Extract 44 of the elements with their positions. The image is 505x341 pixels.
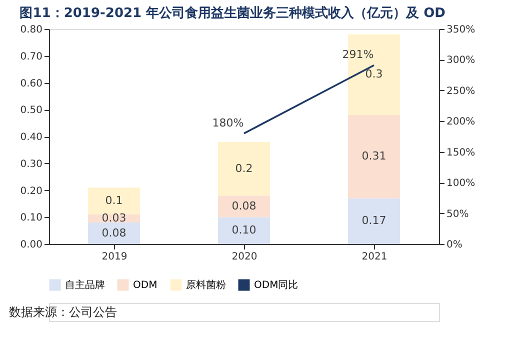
x-tick-label: 2019	[102, 252, 128, 262]
data-label: 0.17	[362, 214, 386, 228]
y-tick-label: 0.40	[20, 132, 42, 143]
y-tick-label: 0.10	[20, 212, 42, 224]
data-label: 0.1	[105, 194, 123, 207]
chart-title: 图11：2019-2021 年公司食用益生菌业务三种模式收入（亿元）及 OD	[20, 5, 446, 21]
data-label: 0.08	[102, 226, 126, 240]
legend-label: ODM同比	[254, 279, 298, 291]
y-tick-label: 0.50	[20, 105, 42, 116]
legend-label: 原料菌粉	[186, 279, 226, 291]
source-note: 数据来源：公司公告	[9, 305, 117, 319]
y2-tick-label: 150%	[446, 147, 476, 158]
bar	[88, 222, 140, 244]
legend-label: 自主品牌	[65, 279, 105, 291]
data-label: 0.2	[235, 162, 253, 175]
y-tick-label: 0.60	[20, 78, 42, 90]
y-tick-label: 0.20	[20, 186, 42, 197]
bar	[218, 217, 270, 244]
data-label: 291%	[342, 48, 374, 62]
bar	[218, 196, 270, 218]
data-label: 0.31	[362, 150, 386, 163]
y2-tick-label: 250%	[446, 86, 476, 97]
bar	[348, 198, 400, 244]
data-label: 0.08	[232, 199, 256, 212]
bar	[218, 142, 270, 196]
y-tick-label: 0.00	[20, 240, 42, 250]
y2-tick-label: 0%	[446, 240, 462, 250]
x-tick-label: 2021	[362, 252, 388, 262]
data-label: 0.3	[365, 68, 383, 81]
y-tick-label: 0.80	[20, 24, 42, 36]
bar	[88, 188, 140, 214]
bar	[348, 115, 400, 198]
x-tick-label: 2020	[232, 252, 258, 262]
data-label: 0.03	[102, 211, 126, 224]
legend-label: ODM	[133, 280, 158, 291]
y-tick-label: 0.70	[20, 51, 42, 62]
data-label: 180%	[212, 116, 244, 130]
y2-tick-label: 100%	[446, 178, 476, 190]
y-tick-label: 0.30	[20, 158, 42, 170]
data-label: 0.10	[232, 224, 256, 237]
y2-tick-label: 200%	[446, 116, 476, 128]
y2-tick-label: 300%	[446, 55, 476, 66]
y2-tick-label: 50%	[446, 208, 469, 220]
y2-tick-label: 350%	[446, 24, 476, 36]
